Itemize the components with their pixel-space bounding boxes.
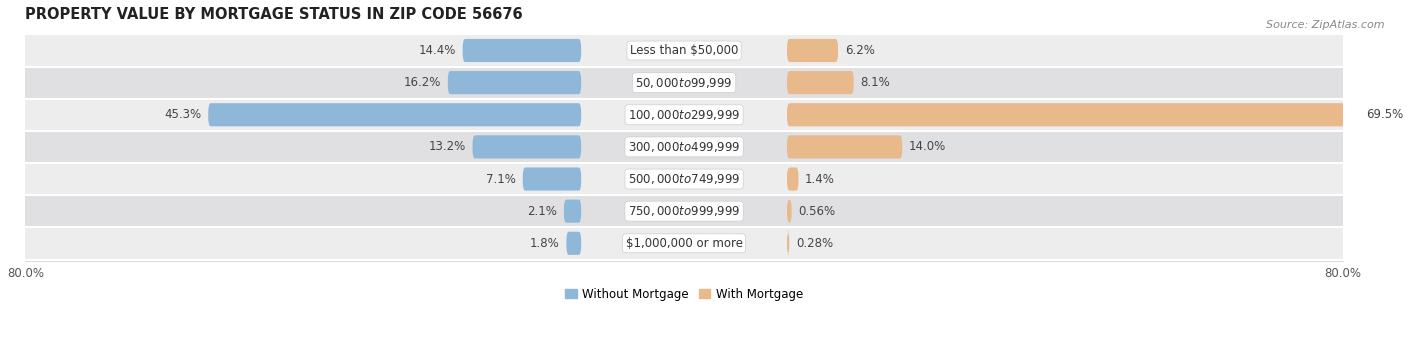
Text: $50,000 to $99,999: $50,000 to $99,999 [636,75,733,90]
Text: 14.4%: 14.4% [419,44,456,57]
Text: $1,000,000 or more: $1,000,000 or more [626,237,742,250]
FancyBboxPatch shape [787,103,1360,126]
FancyBboxPatch shape [25,99,1343,131]
FancyBboxPatch shape [787,168,799,191]
Text: Less than $50,000: Less than $50,000 [630,44,738,57]
Text: 1.8%: 1.8% [530,237,560,250]
Text: $500,000 to $749,999: $500,000 to $749,999 [628,172,741,186]
FancyBboxPatch shape [25,67,1343,99]
FancyBboxPatch shape [447,71,581,94]
FancyBboxPatch shape [787,232,790,255]
FancyBboxPatch shape [472,135,581,158]
FancyBboxPatch shape [208,103,581,126]
Text: $100,000 to $299,999: $100,000 to $299,999 [628,108,740,122]
FancyBboxPatch shape [523,168,581,191]
Text: 0.56%: 0.56% [799,205,835,218]
Text: 7.1%: 7.1% [486,172,516,186]
FancyBboxPatch shape [25,163,1343,195]
Text: 14.0%: 14.0% [908,140,946,153]
FancyBboxPatch shape [787,71,853,94]
FancyBboxPatch shape [25,131,1343,163]
Text: 13.2%: 13.2% [429,140,465,153]
FancyBboxPatch shape [787,39,838,62]
Text: $300,000 to $499,999: $300,000 to $499,999 [628,140,741,154]
Text: 69.5%: 69.5% [1365,108,1403,121]
FancyBboxPatch shape [564,200,581,223]
Text: $750,000 to $999,999: $750,000 to $999,999 [628,204,741,218]
FancyBboxPatch shape [25,34,1343,67]
Text: Source: ZipAtlas.com: Source: ZipAtlas.com [1267,20,1385,30]
Text: 1.4%: 1.4% [806,172,835,186]
Text: 8.1%: 8.1% [860,76,890,89]
Text: PROPERTY VALUE BY MORTGAGE STATUS IN ZIP CODE 56676: PROPERTY VALUE BY MORTGAGE STATUS IN ZIP… [25,7,523,22]
FancyBboxPatch shape [787,135,903,158]
Legend: Without Mortgage, With Mortgage: Without Mortgage, With Mortgage [560,283,808,305]
FancyBboxPatch shape [567,232,581,255]
FancyBboxPatch shape [463,39,581,62]
Text: 2.1%: 2.1% [527,205,557,218]
FancyBboxPatch shape [787,200,792,223]
FancyBboxPatch shape [25,227,1343,259]
FancyBboxPatch shape [25,195,1343,227]
Text: 0.28%: 0.28% [796,237,832,250]
Text: 45.3%: 45.3% [165,108,201,121]
Text: 6.2%: 6.2% [845,44,875,57]
Text: 16.2%: 16.2% [404,76,441,89]
